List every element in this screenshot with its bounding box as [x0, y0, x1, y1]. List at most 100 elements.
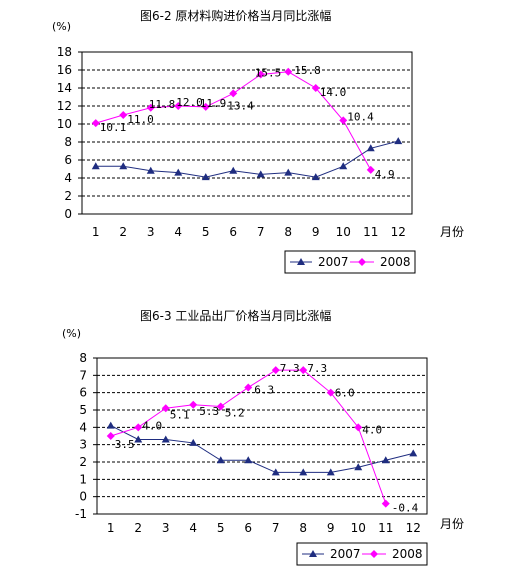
legend-marker-diamond	[370, 550, 378, 558]
data-point-2008	[119, 111, 128, 119]
y-tick-label: 8	[79, 351, 87, 365]
data-point-2007	[366, 144, 375, 152]
x-tick-label: 11	[363, 225, 378, 239]
legend-label-2007: 2007	[318, 255, 349, 269]
data-label: 11.9	[200, 97, 227, 110]
legend-marker-diamond	[358, 258, 366, 266]
y-axis-ticks: 0 2 4 6 8 10 12 14 16 18	[57, 45, 82, 221]
y-tick-label: 6	[64, 153, 72, 167]
data-label: 3.5	[115, 438, 135, 451]
data-label: 13.4	[227, 99, 254, 112]
data-point-2007	[119, 162, 128, 170]
x-tick-label: 1	[107, 521, 115, 535]
x-tick-label: 3	[162, 521, 170, 535]
data-point-2008	[161, 404, 170, 413]
x-axis-ticks: 1 2 3 4 5 6 7 8 9 10 11 12	[107, 521, 421, 535]
series-layer: 3.5 4.0 5.1 5.3 5.2 6.3 7.3 7.3 6.0 4.0 -0.4	[106, 362, 419, 515]
data-point-2007	[339, 162, 348, 170]
y-tick-label: 16	[57, 63, 72, 77]
data-point-2008	[229, 89, 238, 98]
data-point-2007	[284, 168, 293, 176]
plot-area	[81, 51, 413, 215]
data-label: 6.3	[254, 383, 274, 396]
y-tick-label: 7	[79, 368, 87, 382]
y-tick-label: 2	[64, 189, 72, 203]
data-point-2008	[381, 499, 390, 508]
data-point-2007	[394, 137, 403, 145]
y-tick-label: 1	[79, 472, 87, 486]
data-point-2008	[354, 423, 363, 432]
x-axis-label: 月份	[440, 225, 464, 239]
data-point-2007	[311, 173, 320, 181]
data-label: 4.9	[375, 168, 395, 181]
data-point-2008	[339, 116, 348, 125]
data-point-2007	[244, 456, 253, 464]
legend: 2007 2008	[296, 542, 428, 566]
data-label: 4.0	[142, 419, 162, 432]
y-tick-label: 8	[64, 135, 72, 149]
y-tick-label: 6	[79, 386, 87, 400]
x-tick-label: 6	[244, 521, 252, 535]
x-tick-label: 10	[351, 521, 366, 535]
y-unit-label: (%)	[62, 327, 81, 340]
y-tick-label: -1	[75, 507, 87, 521]
data-point-2007	[299, 468, 308, 476]
x-tick-label: 3	[147, 225, 155, 239]
data-point-2008	[366, 165, 375, 174]
data-point-2008	[174, 102, 183, 110]
data-point-2008	[299, 366, 308, 375]
data-point-2007	[174, 168, 183, 176]
x-axis-label: 月份	[440, 517, 464, 531]
data-point-2007	[146, 166, 155, 174]
data-label: 12.0	[176, 96, 203, 109]
data-label: 6.0	[335, 387, 355, 400]
data-point-2007	[381, 456, 390, 464]
data-label: 15.8	[294, 64, 321, 77]
data-label: 11.0	[127, 113, 154, 126]
data-point-2007	[271, 468, 280, 476]
data-label: 15.5	[255, 67, 282, 80]
data-point-2007	[106, 421, 115, 429]
series-layer: 10.111.0 11.8 12.011.9 13.4 15.5 15.8 14.010.4…	[91, 64, 403, 181]
y-unit-label: (%)	[52, 20, 71, 33]
y-tick-label: 5	[79, 403, 87, 417]
data-label: 14.0	[320, 86, 347, 99]
x-tick-label: 11	[378, 521, 393, 535]
x-tick-label: 8	[299, 521, 307, 535]
data-point-2008	[189, 400, 198, 409]
data-point-2007	[409, 449, 418, 457]
y-axis-ticks: -1 0 1 2 3 4 5 6 7 8	[75, 351, 97, 521]
data-point-2007	[91, 162, 100, 170]
data-point-2008	[256, 70, 265, 79]
y-tick-label: 10	[57, 117, 72, 131]
data-label: 5.1	[170, 408, 190, 421]
x-tick-label: 5	[202, 225, 210, 239]
data-point-2007	[256, 170, 265, 178]
data-point-2008	[134, 423, 143, 432]
data-label: 10.1	[100, 121, 127, 134]
data-label: 5.2	[225, 407, 245, 420]
x-tick-label: 4	[174, 225, 182, 239]
y-tick-label: 3	[79, 438, 87, 452]
y-tick-label: 0	[79, 490, 87, 504]
data-point-2007	[201, 173, 210, 181]
data-point-2007	[354, 463, 363, 471]
x-tick-label: 2	[119, 225, 127, 239]
data-point-2008	[201, 102, 210, 111]
data-point-2008	[284, 67, 293, 76]
x-tick-label: 7	[272, 521, 280, 535]
data-point-2008	[216, 402, 225, 411]
data-point-2007	[229, 166, 238, 174]
x-tick-label: 2	[134, 521, 142, 535]
data-label: 10.4	[347, 110, 374, 123]
data-label: 7.3	[307, 362, 327, 375]
data-point-2008	[146, 103, 155, 112]
series-line-2007	[95, 140, 399, 178]
legend-marker-triangle	[309, 550, 317, 557]
data-label: 4.0	[362, 423, 382, 436]
x-tick-label: 10	[336, 225, 351, 239]
y-tick-label: 18	[57, 45, 72, 59]
